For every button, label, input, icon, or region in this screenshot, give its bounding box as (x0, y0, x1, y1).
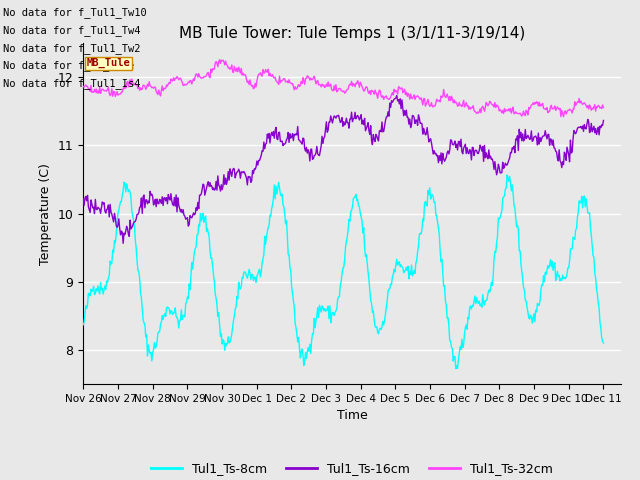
Text: No data for f_MB_Tule: No data for f_MB_Tule (3, 60, 134, 72)
X-axis label: Time: Time (337, 409, 367, 422)
Text: No data for f_Tul1_Tw2: No data for f_Tul1_Tw2 (3, 43, 141, 54)
Text: No data for f_Tul1_Tw10: No data for f_Tul1_Tw10 (3, 7, 147, 18)
Legend: Tul1_Ts-8cm, Tul1_Ts-16cm, Tul1_Ts-32cm: Tul1_Ts-8cm, Tul1_Ts-16cm, Tul1_Ts-32cm (146, 457, 558, 480)
Text: MB_Tule: MB_Tule (86, 58, 130, 68)
Text: No data for f_Tul1_Tw4: No data for f_Tul1_Tw4 (3, 25, 141, 36)
Text: No data for f_Tul1_Is4: No data for f_Tul1_Is4 (3, 78, 141, 89)
Y-axis label: Temperature (C): Temperature (C) (39, 163, 52, 264)
Title: MB Tule Tower: Tule Temps 1 (3/1/11-3/19/14): MB Tule Tower: Tule Temps 1 (3/1/11-3/19… (179, 25, 525, 41)
